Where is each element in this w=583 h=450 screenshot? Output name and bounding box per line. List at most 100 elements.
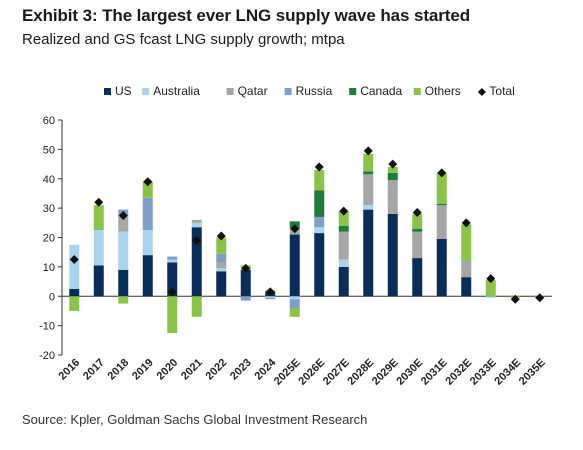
legend-swatch-australia (142, 88, 150, 95)
bar-segment-canada (363, 171, 374, 175)
bar-segment-us (167, 262, 178, 297)
total-marker (461, 218, 471, 228)
x-tick-label: 2030E (394, 357, 425, 388)
bar-segment-others (142, 181, 153, 198)
bar-segment-qatar (412, 231, 423, 259)
total-marker (486, 274, 496, 284)
chart-bars (69, 153, 545, 333)
total-marker (69, 255, 79, 265)
x-tick-label: 2020 (155, 357, 181, 383)
bar-segment-russia (240, 296, 251, 301)
chart-legend: US Australia Qatar Russia Canada Others Total (104, 84, 515, 98)
total-marker (94, 197, 104, 207)
legend-swatch-canada (349, 88, 357, 95)
bar-segment-others (485, 280, 496, 297)
total-marker (143, 177, 153, 187)
bar-segment-others (363, 153, 374, 172)
y-tick-label: 0 (49, 291, 55, 303)
bar-segment-canada (412, 228, 423, 232)
x-tick-label: 2035E (517, 357, 548, 388)
x-tick-label: 2022 (204, 357, 230, 383)
legend-label-australia: Australia (153, 84, 200, 98)
bar-segment-us (387, 214, 398, 297)
bar-segment-us (461, 277, 472, 297)
x-tick-label: 2033E (468, 357, 499, 388)
bar-segment-qatar (363, 174, 374, 206)
x-tick-label: 2026E (296, 357, 327, 388)
bar-segment-australia (142, 230, 153, 256)
total-marker (510, 294, 520, 304)
total-marker (314, 162, 324, 172)
bar-segment-others (387, 167, 398, 173)
bar-segment-russia (167, 256, 178, 260)
total-marker (192, 235, 202, 245)
bar-segment-russia (142, 197, 153, 231)
legend-swatch-total (477, 88, 486, 96)
bar-segment-us (338, 266, 349, 297)
x-tick-label: 2028E (345, 357, 376, 388)
total-marker (290, 224, 300, 234)
bar-segment-qatar (461, 261, 472, 278)
chart-subtitle: Realized and GS fcast LNG supply growth;… (22, 31, 345, 48)
legend-label-others: Others (425, 84, 461, 98)
bar-segment-australia (93, 230, 104, 266)
bar-segment-others (289, 308, 300, 317)
bar-segment-canada (387, 172, 398, 181)
y-tick-label: 40 (43, 174, 55, 186)
total-marker (241, 263, 251, 273)
x-tick-label: 2034E (492, 357, 523, 388)
legend-label-russia: Russia (296, 84, 333, 98)
bar-segment-russia (265, 297, 276, 300)
total-markers (69, 146, 545, 304)
y-tick-label: 10 (43, 262, 55, 274)
bar-segment-others (118, 296, 129, 304)
bar-segment-others (412, 214, 423, 229)
x-tick-label: 2023 (228, 357, 254, 383)
x-tick-label: 2031E (419, 357, 450, 388)
bar-segment-australia (216, 268, 227, 272)
bar-segment-us (363, 209, 374, 297)
bar-segment-others (338, 211, 349, 226)
bar-segment-qatar (191, 219, 202, 223)
bar-segment-us (191, 227, 202, 297)
x-tick-label: 2027E (321, 357, 352, 388)
bar-segment-us (216, 271, 227, 297)
bar-segment-others (69, 296, 80, 311)
bar-segment-us (289, 234, 300, 297)
legend-label-us: US (115, 84, 132, 98)
bar-segment-russia (216, 253, 227, 263)
legend-label-canada: Canada (360, 84, 402, 98)
legend-swatch-russia (284, 88, 292, 95)
bar-segment-qatar (118, 216, 129, 232)
bar-segment-canada (314, 190, 325, 217)
bar-segment-russia (314, 216, 325, 228)
bar-segment-others (314, 169, 325, 191)
bar-segment-others (167, 296, 178, 333)
bar-segment-canada (338, 225, 349, 232)
bar-segment-us (412, 258, 423, 297)
x-tick-label: 2029E (370, 357, 401, 388)
bar-segment-us (142, 255, 153, 297)
x-tick-label: 2032E (443, 357, 474, 388)
bar-segment-australia (485, 296, 496, 298)
legend-swatch-us (104, 88, 111, 95)
y-tick-label: 20 (43, 233, 55, 245)
bar-segment-australia (289, 296, 300, 300)
bar-segment-others (461, 224, 472, 261)
y-tick-label: -10 (39, 321, 55, 333)
total-marker (216, 231, 226, 241)
chart-title: Exhibit 3: The largest ever LNG supply w… (22, 6, 470, 25)
y-tick-label: 30 (43, 203, 55, 215)
total-marker (167, 287, 177, 297)
bar-segment-us (69, 288, 80, 297)
bar-segment-australia (265, 296, 276, 298)
y-tick-label: 60 (43, 115, 55, 127)
total-marker (339, 206, 349, 216)
total-marker (437, 168, 447, 178)
bar-segment-russia (289, 299, 300, 308)
legend-label-qatar: Qatar (238, 84, 268, 98)
x-tick-label: 2025E (272, 357, 303, 388)
y-tick-label: 50 (43, 144, 55, 156)
stacked-bar-chart: US Australia Qatar Russia Canada Others Total … (39, 84, 552, 388)
bar-segment-australia (338, 259, 349, 267)
